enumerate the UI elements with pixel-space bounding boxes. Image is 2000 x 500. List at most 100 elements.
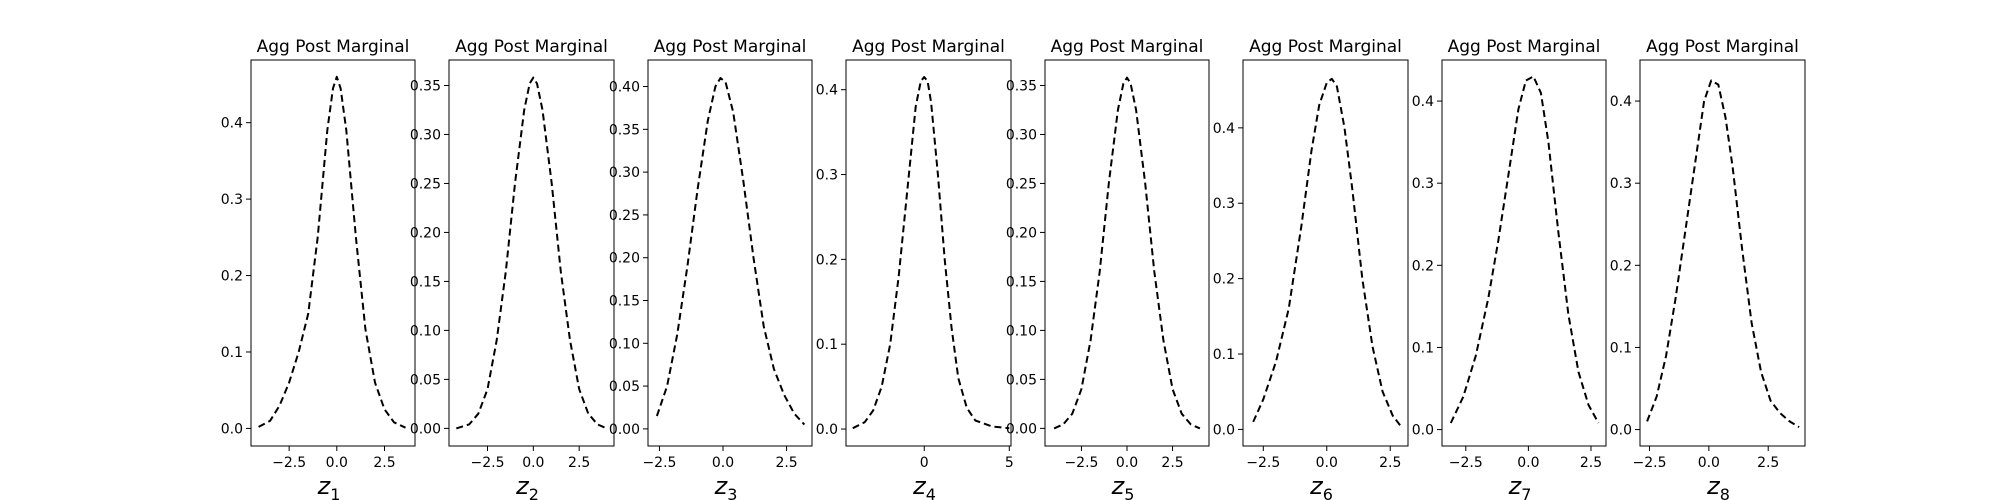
axes-frame <box>448 59 615 447</box>
y-tick-label: 0.1 <box>816 337 838 353</box>
x-axis-label-base: z <box>515 472 530 500</box>
x-axis-label-subscript: 2 <box>529 485 539 500</box>
axes-frame <box>1044 59 1210 447</box>
axes-frame <box>1242 59 1409 447</box>
x-tick-label: 2.5 <box>373 455 395 471</box>
x-tick-label: −2.5 <box>1449 455 1483 471</box>
x-axis-label: z2 <box>515 472 539 500</box>
y-tick-label: 0.1 <box>1213 347 1235 363</box>
x-axis-label-base: z <box>1111 472 1126 500</box>
y-tick-label: 0.0 <box>1412 423 1434 439</box>
x-axis-label-base: z <box>1309 472 1324 500</box>
y-tick-label: 0.4 <box>1213 121 1235 137</box>
y-tick-label: 0.0 <box>1213 422 1235 438</box>
y-tick-label: 0.30 <box>410 127 441 143</box>
y-tick-label: 0.25 <box>410 176 441 192</box>
x-axis-label: z7 <box>1508 472 1532 500</box>
y-tick-label: 0.15 <box>410 274 441 290</box>
x-tick-label: 0.0 <box>1116 455 1138 471</box>
x-tick-label: 0.0 <box>1316 455 1338 471</box>
y-tick-label: 0.1 <box>1610 340 1632 356</box>
subplot-title: Agg Post Marginal <box>455 37 608 57</box>
y-tick-label: 0.3 <box>1213 196 1235 212</box>
y-tick-label: 0.0 <box>1610 423 1632 439</box>
y-tick-label: 0.10 <box>609 336 640 352</box>
subplot-4: Agg Post Marginal 0 5 0.0 0.1 0.2 0.3 0.4 z4 <box>816 37 1014 500</box>
x-axis-label: z4 <box>912 472 936 500</box>
subplot-1: Agg Post Marginal −2.5 0.0 2.5 0.0 0.1 0.2 0.3 0… <box>221 37 416 500</box>
x-axis-label-subscript: 1 <box>330 485 340 500</box>
density-line <box>852 76 1010 430</box>
x-tick-label: 2.5 <box>568 455 590 471</box>
density-line <box>655 77 806 426</box>
y-tick-label: 0.1 <box>1412 340 1434 356</box>
x-tick-label: 0.0 <box>522 455 544 471</box>
y-tick-label: 0.20 <box>1006 225 1037 241</box>
subplot-8: Agg Post Marginal−2.5 0.0 2.50.00.10.20.30… <box>1610 37 1806 500</box>
y-tick-label: 0.4 <box>816 83 838 99</box>
subplot-title: Agg Post Marginal <box>1051 37 1204 57</box>
y-tick-label: 0.35 <box>410 78 441 94</box>
y-tick-label: 0.3 <box>221 192 243 208</box>
density-line <box>1252 77 1402 427</box>
y-tick-label: 0.1 <box>221 345 243 361</box>
y-tick-label: 0.30 <box>609 165 640 181</box>
y-tick-label: 0.3 <box>816 168 838 184</box>
x-tick-label: 0.0 <box>326 455 348 471</box>
subplot-6: Agg Post Marginal −2.5 0.0 2.5 0.0 0.1 0.2 0.3 0… <box>1213 37 1409 500</box>
subplot-title: Agg Post Marginal <box>654 37 807 57</box>
y-tick-label: 0.3 <box>1412 176 1434 192</box>
x-tick-label: 2.5 <box>1161 455 1183 471</box>
x-tick-label: 0.0 <box>1517 455 1539 471</box>
x-axis-label-subscript: 3 <box>727 485 737 500</box>
y-tick-label: 0.15 <box>1006 274 1037 290</box>
x-axis-label: z3 <box>714 472 738 500</box>
x-axis-label: z8 <box>1706 472 1730 500</box>
y-tick-label: 0.0 <box>816 422 838 438</box>
y-tick-label: 0.15 <box>609 294 640 310</box>
subplot-7: Agg Post Marginal −2.5 0.0 2.5 0.0 0.1 0.2 0.3 0… <box>1412 37 1607 500</box>
subplot-2: Agg Post Marginal −2.5 0.0 2.5 0.00 0.05 0.10 0… <box>410 37 615 500</box>
axes-frame <box>1441 59 1607 447</box>
y-tick-label: 0.2 <box>816 252 838 268</box>
subplot-title: Agg Post Marginal <box>257 37 410 57</box>
y-tick-label: 0.2 <box>1412 258 1434 274</box>
x-axis-label-base: z <box>1508 472 1523 500</box>
x-axis-label: z5 <box>1111 472 1135 500</box>
y-tick-label: 0.35 <box>609 122 640 138</box>
x-axis-label: z6 <box>1309 472 1333 500</box>
density-line <box>1449 75 1600 424</box>
y-tick-label: 0.00 <box>410 421 441 437</box>
subplot-3: Agg Post Marginal −2.5 0.0 2.5 0.00 0.05 0.10 0… <box>609 37 813 500</box>
y-tick-label: 0.05 <box>410 372 441 388</box>
density-line <box>258 75 406 429</box>
x-axis-label-subscript: 7 <box>1521 485 1531 500</box>
y-tick-label: 0.3 <box>1610 176 1632 192</box>
y-tick-label: 0.40 <box>609 80 640 96</box>
subplot-title: Agg Post Marginal <box>1448 37 1601 57</box>
y-tick-label: 0.20 <box>609 251 640 267</box>
axes-frame <box>250 59 416 447</box>
y-tick-label: 0.2 <box>221 269 243 285</box>
x-axis-label-subscript: 4 <box>926 485 936 500</box>
subplot-title: Agg Post Marginal <box>852 37 1005 57</box>
y-tick-label: 0.4 <box>1412 94 1434 110</box>
x-axis-label-base: z <box>912 472 927 500</box>
subplot-title: Agg Post Marginal <box>1249 37 1402 57</box>
axes-frame <box>1639 59 1806 447</box>
x-tick-label: −2.5 <box>642 455 676 471</box>
y-tick-label: 0.4 <box>221 116 243 132</box>
x-axis-label-subscript: 8 <box>1720 485 1730 500</box>
density-line <box>1646 79 1800 428</box>
x-axis-label-subscript: 6 <box>1323 485 1333 500</box>
x-tick-label: 2.5 <box>1379 455 1401 471</box>
axes-frame <box>647 59 813 447</box>
x-tick-label: −2.5 <box>471 455 505 471</box>
y-tick-label: 0.0 <box>221 421 243 437</box>
x-tick-label: 0 <box>920 455 929 471</box>
y-tick-label: 0.35 <box>1006 78 1037 94</box>
y-tick-label: 0.25 <box>1006 176 1037 192</box>
subplot-5: Agg Post Marginal −2.5 0.0 2.5 0.00 0.05 0.10 0… <box>1006 37 1210 500</box>
y-tick-label: 0.10 <box>410 323 441 339</box>
